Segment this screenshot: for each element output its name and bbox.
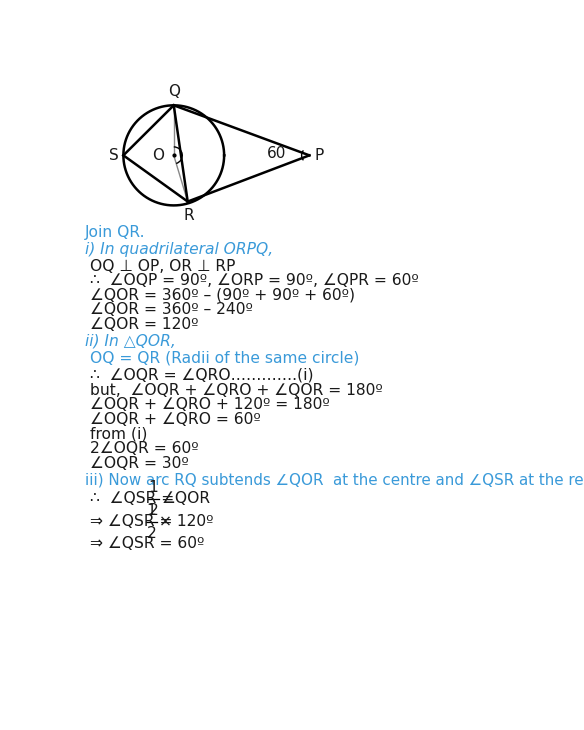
Text: 60: 60	[267, 146, 287, 161]
Text: ∴  ∠QSR =: ∴ ∠QSR =	[90, 491, 179, 507]
Text: 2: 2	[147, 526, 156, 541]
Text: but,  ∠OQR + ∠QRO + ∠QOR = 180º: but, ∠OQR + ∠QRO + ∠QOR = 180º	[90, 383, 383, 398]
Text: ⇒ ∠QSR = 60º: ⇒ ∠QSR = 60º	[90, 536, 204, 550]
Text: ii) In △QOR,: ii) In △QOR,	[85, 334, 175, 349]
Text: P: P	[315, 148, 324, 163]
Text: i) In quadrilateral ORPQ,: i) In quadrilateral ORPQ,	[85, 242, 273, 257]
Text: × 120º: × 120º	[159, 515, 214, 529]
Text: ∠QOR = 120º: ∠QOR = 120º	[90, 317, 199, 332]
Text: ∠QOR = 360º – 240º: ∠QOR = 360º – 240º	[90, 302, 253, 318]
Text: iii) Now arc RQ subtends ∠QOR  at the centre and ∠QSR at the remaining part of t: iii) Now arc RQ subtends ∠QOR at the cen…	[85, 472, 584, 488]
Text: 2∠OQR = 60º: 2∠OQR = 60º	[90, 441, 199, 456]
Text: Q: Q	[168, 84, 180, 99]
Text: 2: 2	[149, 503, 158, 518]
Text: ∴  ∠OQR = ∠QRO………….(i): ∴ ∠OQR = ∠QRO………….(i)	[90, 368, 314, 383]
Text: ∠QOR: ∠QOR	[161, 491, 210, 507]
Text: ∠QOR = 360º – (90º + 90º + 60º): ∠QOR = 360º – (90º + 90º + 60º)	[90, 288, 355, 303]
Text: ⇒ ∠QSR =: ⇒ ∠QSR =	[90, 515, 178, 529]
Text: OQ ⊥ OP, OR ⊥ RP: OQ ⊥ OP, OR ⊥ RP	[90, 258, 235, 274]
Text: ∠OQR = 30º: ∠OQR = 30º	[90, 456, 189, 471]
Text: ∠OQR + ∠QRO + 120º = 180º: ∠OQR + ∠QRO + 120º = 180º	[90, 397, 330, 412]
Text: from (i): from (i)	[90, 426, 147, 442]
Text: OQ = QR (Radii of the same circle): OQ = QR (Radii of the same circle)	[90, 351, 359, 366]
Text: Join QR.: Join QR.	[85, 225, 145, 239]
Text: 1: 1	[147, 503, 156, 518]
Text: O: O	[152, 148, 164, 163]
Text: 1: 1	[149, 480, 158, 495]
Text: ∴  ∠OQP = 90º, ∠ORP = 90º, ∠QPR = 60º: ∴ ∠OQP = 90º, ∠ORP = 90º, ∠QPR = 60º	[90, 273, 419, 288]
Text: ∠OQR + ∠QRO = 60º: ∠OQR + ∠QRO = 60º	[90, 412, 261, 427]
Text: R: R	[184, 209, 194, 223]
Text: S: S	[109, 148, 119, 163]
